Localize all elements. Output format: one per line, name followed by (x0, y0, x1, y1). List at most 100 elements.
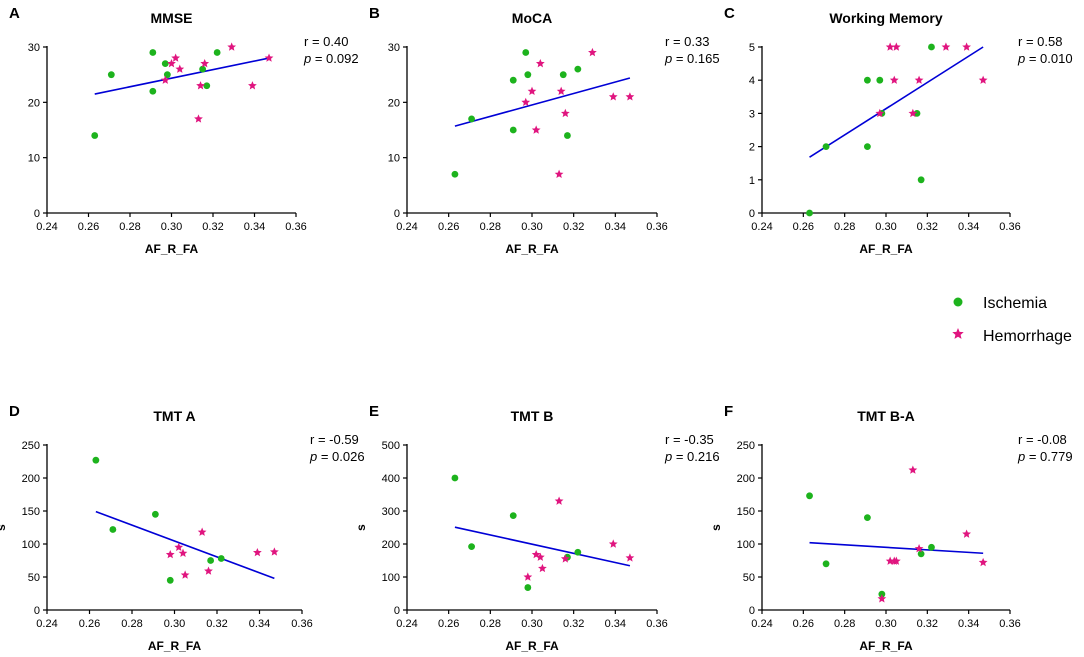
x-tick-label: 0.28 (121, 618, 142, 630)
x-tick-label: 0.30 (164, 618, 185, 630)
x-axis-title: AF_R_FA (859, 639, 913, 653)
ischemia-point (163, 71, 171, 79)
ischemia-point (468, 115, 475, 123)
hemorrhage-point (165, 549, 175, 559)
p-value-label: p = 0.216 (664, 449, 720, 464)
y-tick-label: 200 (22, 473, 40, 485)
panel-title: MoCA (512, 10, 552, 26)
ischemia-point (524, 71, 532, 79)
y-tick-label: 20 (388, 97, 400, 109)
panel-c: C Working Memory 0 1 2 3 4 5 0.24 0.26 0.28 0.30 0.3… (724, 5, 1073, 256)
hemorrhage-point (270, 547, 279, 556)
ischemia-point (806, 209, 813, 217)
ischemia-point (199, 65, 207, 73)
ischemia-point (161, 60, 169, 67)
ischemia-point (91, 132, 99, 139)
hemorrhage-point (588, 47, 597, 57)
ischemia-point (917, 550, 925, 558)
hemorrhage-point (196, 81, 205, 90)
y-tick-label: 20 (28, 97, 40, 109)
ischemia-point (151, 510, 159, 518)
hemorrhage-point (914, 544, 924, 553)
p-value: = 0.779 (1025, 449, 1072, 464)
hemorrhage-point (197, 527, 207, 536)
ischemia-point (864, 143, 871, 151)
x-tick-label: 0.26 (793, 618, 814, 630)
regression-line (454, 526, 631, 567)
hemorrhage-point (167, 59, 176, 68)
ischemia-point (92, 456, 100, 464)
y-tick-label: 50 (28, 572, 40, 584)
y-tick-label: 0 (34, 208, 40, 220)
ischemia-point (876, 76, 884, 84)
y-tick-label: 250 (737, 440, 755, 452)
r-value: 0.33 (684, 34, 709, 49)
ischemia-point (928, 43, 935, 51)
x-tick-label: 0.28 (834, 221, 855, 233)
y-tick-label: 200 (382, 539, 400, 551)
hemorrhage-point (608, 92, 618, 101)
panel-title: TMT B-A (857, 408, 915, 424)
ischemia-point (451, 170, 459, 178)
x-tick-label: 0.24 (396, 221, 417, 233)
x-axis-title: AF_R_FA (145, 242, 199, 256)
panel-letter: D (9, 403, 20, 420)
x-axis-title: AF_R_FA (148, 639, 202, 653)
hemorrhage-point (891, 42, 901, 51)
panel-letter: E (369, 403, 379, 420)
ischemia-point (468, 543, 475, 551)
x-tick-label: 0.24 (396, 618, 417, 630)
x-tick-label: 0.34 (605, 618, 626, 630)
x-tick-label: 0.30 (521, 221, 542, 233)
x-tick-label: 0.26 (79, 618, 100, 630)
p-value-label: p = 0.092 (303, 51, 359, 66)
hemorrhage-point (248, 81, 257, 90)
p-value: = 0.165 (672, 51, 719, 66)
hemorrhage-point (175, 64, 185, 73)
ischemia-point (509, 126, 517, 134)
hemorrhage-point (560, 108, 570, 118)
x-tick-label: 0.34 (244, 221, 265, 233)
hemorrhage-point (194, 114, 203, 123)
panel-letter: B (369, 5, 380, 22)
hemorrhage-point (875, 108, 885, 118)
ischemia-point (203, 82, 211, 90)
r-value: -0.08 (1037, 432, 1067, 447)
x-tick-label: 0.30 (875, 618, 896, 630)
x-tick-label: 0.36 (646, 618, 667, 630)
y-tick-label: 250 (22, 440, 40, 452)
x-tick-label: 0.26 (793, 221, 814, 233)
y-tick-label: 10 (28, 153, 40, 165)
hemorrhage-point (608, 539, 618, 548)
legend-ischemia-marker (953, 297, 963, 307)
hemorrhage-point (253, 547, 262, 557)
r-value-label: r = -0.59 (310, 432, 359, 447)
ischemia-point (574, 548, 582, 556)
legend-ischemia-label: Ischemia (983, 295, 1047, 312)
y-tick-label: 100 (737, 539, 755, 551)
hemorrhage-point (227, 42, 237, 51)
y-tick-label: 10 (388, 153, 400, 165)
r-value-label: r = 0.33 (665, 34, 709, 49)
hemorrhage-point (538, 563, 547, 573)
x-tick-label: 0.32 (563, 618, 584, 630)
p-value: = 0.026 (317, 449, 364, 464)
x-tick-label: 0.30 (875, 221, 896, 233)
hemorrhage-point (521, 97, 531, 107)
panel-b: B MoCA 0 10 20 30 0.24 0.26 0.28 0.30 0.32 0.34 0.36… (369, 5, 720, 256)
ischemia-point (822, 143, 830, 151)
x-tick-label: 0.34 (605, 221, 626, 233)
ischemia-point (524, 584, 532, 591)
x-tick-label: 0.24 (36, 618, 57, 630)
y-tick-label: 3 (749, 108, 755, 120)
p-value: = 0.010 (1025, 51, 1072, 66)
hemorrhage-point (531, 125, 541, 134)
ischemia-point (913, 110, 921, 117)
hemorrhage-point (556, 86, 566, 95)
p-symbol: p (664, 51, 672, 66)
y-tick-label: 50 (743, 572, 755, 584)
y-tick-label: 30 (28, 42, 40, 54)
r-value: 0.40 (323, 34, 348, 49)
x-axis-title: AF_R_FA (859, 242, 913, 256)
r-value-label: r = 0.58 (1018, 34, 1062, 49)
